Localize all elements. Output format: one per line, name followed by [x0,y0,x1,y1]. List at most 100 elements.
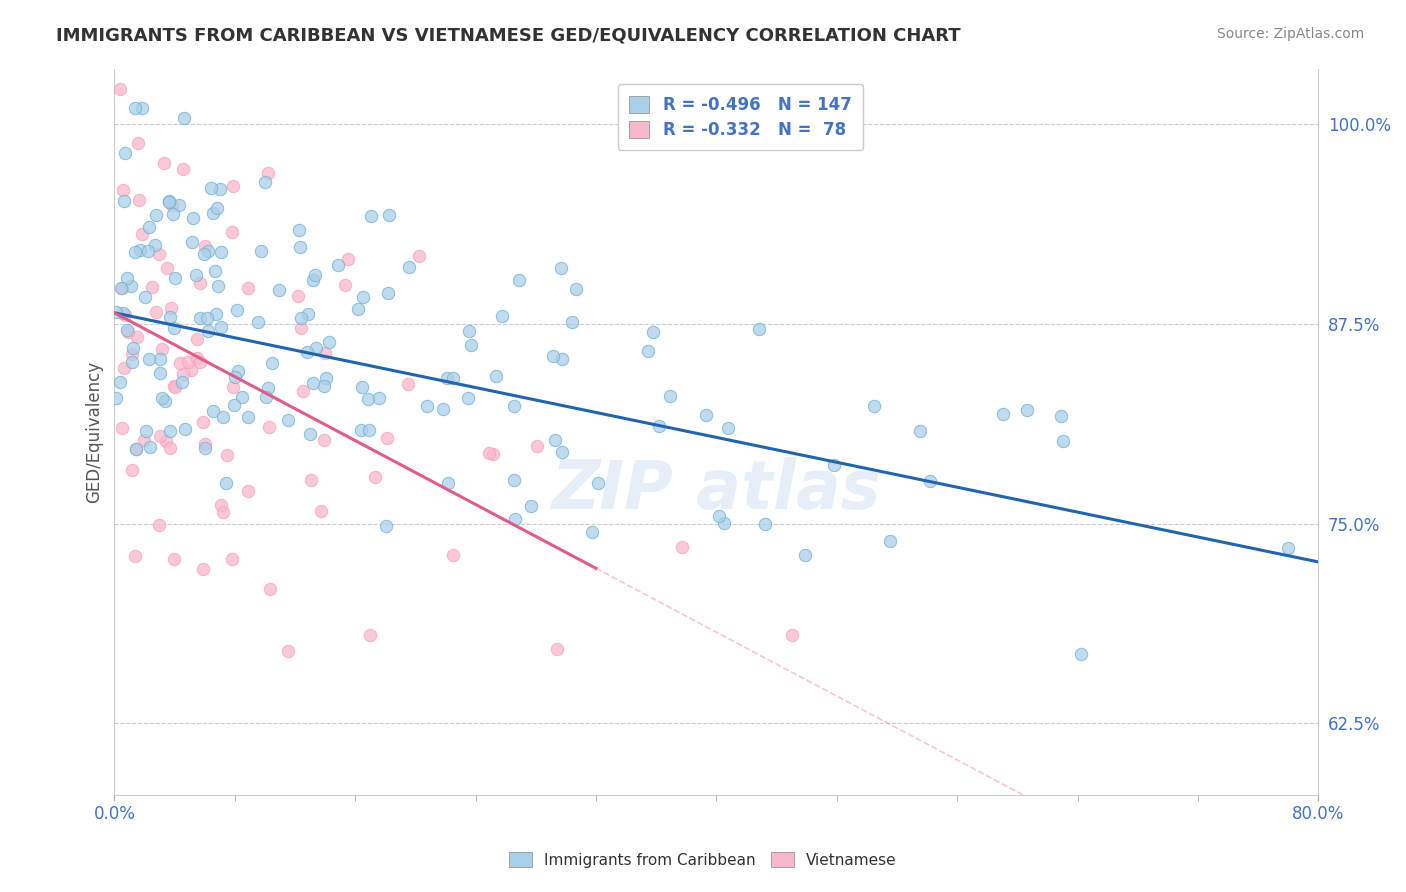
Point [415,399,437,413]
Point [172,375,194,389]
Point [172,368,194,382]
Point [823,458,845,472]
Point [135,424,157,438]
Point [138,351,160,366]
Point [111,281,134,295]
Point [641,326,664,340]
Y-axis label: GED/Equivalency: GED/Equivalency [86,360,103,503]
Point [157,194,180,208]
Point [375,519,398,533]
Text: ZIP atlas: ZIP atlas [551,457,882,523]
Point [172,161,194,176]
Point [546,642,568,657]
Point [224,370,246,384]
Point [152,342,174,356]
Legend: R = -0.496   N = 147, R = -0.332   N =  78: R = -0.496 N = 147, R = -0.332 N = 78 [617,84,863,151]
Point [292,384,315,399]
Point [367,391,389,405]
Point [1017,403,1039,417]
Point [299,473,322,487]
Point [543,350,565,364]
Point [124,245,146,260]
Point [717,421,740,435]
Point [128,193,150,207]
Point [149,352,172,367]
Point [159,424,181,438]
Point [131,227,153,242]
Point [350,380,373,394]
Point [221,225,243,239]
Point [550,445,572,459]
Point [314,346,336,360]
Point [236,484,259,499]
Point [159,301,181,316]
Point [637,343,659,358]
Point [117,323,139,337]
Point [359,628,381,642]
Point [520,500,543,514]
Point [205,201,228,215]
Point [112,194,135,208]
Point [115,271,138,285]
Point [287,289,309,303]
Point [502,473,524,487]
Point [201,206,224,220]
Point [145,305,167,319]
Point [863,399,886,413]
Point [236,409,259,424]
Point [748,322,770,336]
Point [105,305,128,319]
Point [288,222,311,236]
Point [526,439,548,453]
Point [918,474,941,488]
Point [398,260,420,274]
Point [249,244,271,258]
Point [457,324,479,338]
Point [148,247,170,261]
Point [491,310,513,324]
Point [193,247,215,261]
Point [993,407,1015,421]
Point [304,268,326,282]
Point [157,194,180,209]
Point [648,419,671,434]
Point [184,268,207,283]
Point [312,433,335,447]
Point [508,273,530,287]
Point [131,102,153,116]
Point [333,278,356,293]
Point [314,378,336,392]
Point [212,409,235,424]
Point [503,400,526,414]
Point [713,516,735,530]
Point [197,325,219,339]
Point [138,440,160,454]
Point [259,582,281,596]
Point [128,244,150,258]
Point [127,136,149,150]
Point [173,111,195,125]
Point [165,380,187,394]
Point [565,282,588,296]
Point [149,429,172,443]
Point [288,239,311,253]
Point [143,237,166,252]
Point [231,390,253,404]
Point [305,341,328,355]
Point [204,264,226,278]
Point [117,325,139,339]
Point [112,183,135,197]
Point [375,431,398,445]
Point [194,437,217,451]
Point [215,475,238,490]
Point [302,272,325,286]
Point [125,330,148,344]
Point [121,354,143,368]
Point [163,379,186,393]
Point [167,197,190,211]
Point [162,198,184,212]
Point [104,391,127,405]
Point [169,356,191,370]
Point [162,207,184,221]
Point [159,441,181,455]
